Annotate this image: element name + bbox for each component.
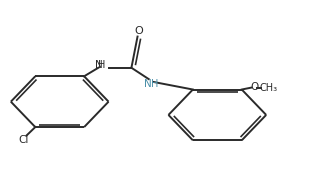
Text: N: N: [95, 60, 103, 70]
Text: CH₃: CH₃: [259, 83, 278, 93]
Text: O: O: [251, 82, 259, 92]
Text: Cl: Cl: [18, 135, 29, 145]
Text: H: H: [151, 79, 158, 89]
Text: O: O: [134, 26, 143, 36]
Text: H: H: [98, 60, 106, 70]
Text: N: N: [144, 79, 152, 89]
